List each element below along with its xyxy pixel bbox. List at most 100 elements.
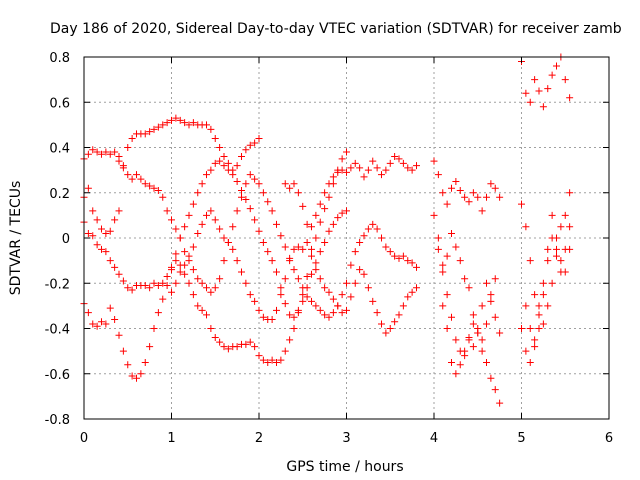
data-point [124,144,132,151]
data-point [281,243,289,251]
data-point [434,234,442,242]
data-point [290,245,298,253]
data-point [452,243,460,251]
data-point [273,358,280,366]
data-point [329,173,337,181]
series-track-f [281,180,420,337]
data-point [408,288,416,296]
data-point [483,358,490,366]
data-point [491,184,499,192]
data-point [176,116,184,124]
data-point [491,386,499,394]
data-point [84,184,92,192]
series-track-o [522,223,574,351]
y-tick-label: 0 [62,232,70,247]
data-point [526,358,534,366]
data-point [189,291,197,299]
data-point [364,284,372,292]
data-point [224,239,232,247]
data-point [395,311,403,319]
data-point [106,304,114,312]
data-point [399,302,407,310]
data-point [522,302,530,310]
data-point [518,200,525,208]
data-point [106,150,114,158]
data-point [224,166,232,174]
data-point [443,252,451,260]
data-point [439,268,447,276]
data-point [373,164,381,172]
data-point [233,162,241,170]
data-point [281,347,289,355]
data-point [399,252,407,260]
data-point [487,374,495,382]
data-point [89,146,97,154]
data-point [137,175,145,183]
data-point [146,284,154,292]
data-point [268,207,276,215]
data-point [251,343,259,351]
data-point [163,282,171,290]
data-point [535,87,543,95]
series-track-n [518,211,574,366]
data-point [553,245,560,253]
data-point [172,257,180,265]
data-point [434,245,442,253]
data-point [343,148,350,156]
data-point [465,284,473,292]
data-point [216,144,224,151]
data-point [133,171,140,179]
data-point [84,150,92,158]
data-point [391,318,399,326]
data-point [299,202,307,210]
data-point [259,239,267,247]
data-point [251,216,259,224]
data-point [474,193,482,201]
data-point [456,186,464,194]
data-point [273,220,280,228]
data-point [172,114,180,122]
data-point [119,347,127,355]
series-track-g [80,184,123,237]
data-point [430,211,438,219]
x-tick-label: 2 [255,431,263,446]
data-point [159,121,167,129]
data-point [325,193,333,201]
data-point [181,248,189,256]
x-axis-ticks: 0 1 2 3 4 5 6 [80,57,613,446]
data-point [539,291,547,299]
data-point [548,279,556,287]
data-point [478,347,486,355]
data-point [189,266,197,274]
data-point [338,155,346,163]
x-tick-label: 4 [430,431,438,446]
data-point [111,315,119,323]
data-point [89,320,97,328]
data-point [286,184,294,192]
data-point [146,128,154,136]
y-tick-label: -0.4 [45,323,70,338]
data-point [360,232,368,240]
data-point [141,180,149,188]
data-point [378,320,385,328]
data-point [146,343,154,351]
data-point [325,227,333,235]
data-point [308,245,315,253]
data-point [439,189,447,197]
data-point [456,361,464,369]
data-point [566,189,574,197]
data-point [259,189,267,197]
data-point [255,134,263,142]
data-point [264,248,272,256]
data-point [111,148,119,156]
data-point [413,162,420,170]
data-point [168,116,175,124]
data-point [522,223,530,231]
data-point [561,245,569,253]
data-point [308,252,315,260]
data-point [185,279,193,287]
data-point [557,257,565,265]
data-point [548,211,556,219]
data-point [561,211,569,219]
data-point [448,229,455,237]
